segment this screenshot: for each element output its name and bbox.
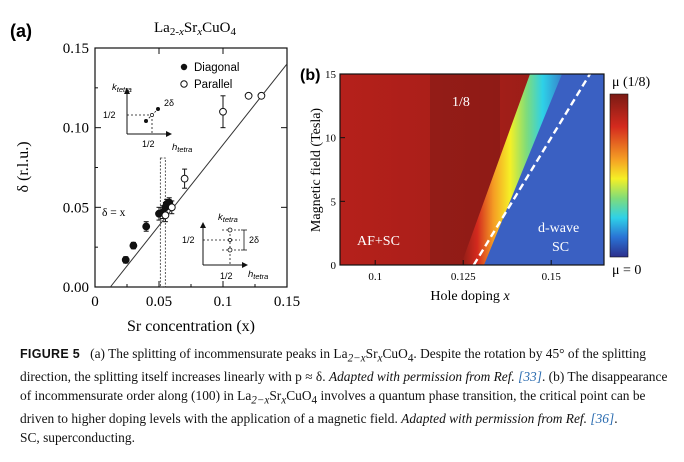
panel-a-plot [109, 63, 288, 288]
region-label-one-eighth: 1/8 [452, 95, 470, 110]
caption-adapted-a: Adapted with permission from Ref. [328, 369, 519, 385]
caption-part-1c: CuO [382, 346, 408, 361]
diagonal-point [129, 241, 138, 250]
parallel-point [244, 91, 253, 100]
inset-1-splitting: 2δ [164, 98, 174, 108]
inset-2-splitting: 2δ [249, 235, 259, 245]
inset-2-ylabel: ktetra [218, 212, 238, 224]
caption-part-3: . (b) The disappearance of incommensurat… [20, 369, 668, 403]
panel-a-label: (a) [10, 21, 32, 41]
y-tick-label: 0.05 [63, 200, 89, 216]
dashed-marker-band [159, 157, 166, 288]
panel-a-xlabel: Sr concentration (x) [127, 318, 255, 335]
panel-a-frame [94, 47, 288, 288]
x-tick-label: 0.15 [274, 294, 300, 310]
parallel-point [167, 203, 176, 212]
caption-part-1b: Sr [365, 346, 378, 361]
colorbar [609, 93, 629, 258]
caption-part-1: (a) The splitting of incommensurate peak… [90, 346, 348, 361]
diagonal-point [142, 222, 151, 231]
parallel-point [257, 91, 266, 100]
caption-part-3c: CuO [286, 387, 312, 403]
critical-line [472, 74, 591, 265]
y-tick-label: 0.00 [63, 280, 89, 296]
region-label-sc: SC [552, 240, 569, 255]
diagonal-point [121, 256, 130, 264]
caption-label: FIGURE 5 [20, 347, 81, 361]
inset-1-tick-y: 1/2 [103, 110, 116, 120]
b-x-tick-label: 0.125 [451, 271, 476, 283]
inset-diagonal: ktetra htetra 1/2 1/2 2δ [103, 82, 192, 154]
caption-sub-1: 2−x [347, 352, 366, 365]
panel-a-ticks: 00.00 0.05 0.05 0.1 0.10 0.15 0.15 [63, 41, 300, 310]
colorbar-top-label: μ (1/8) [612, 75, 651, 90]
b-x-tick-label: 0.15 [542, 271, 562, 283]
caption-sub-6: 4 [311, 394, 318, 407]
parallel-point [161, 211, 170, 220]
panel-b-xlabel-text: Hole doping [430, 289, 503, 304]
inset-1-xlabel: htetra [172, 142, 192, 154]
fit-line-label: δ = x [102, 207, 126, 219]
caption-sub-4: 2−x [251, 394, 270, 407]
fit-line [109, 63, 288, 288]
legend-marker-diagonal [180, 63, 188, 71]
region-label-d-wave: d-wave [538, 221, 579, 236]
x-tick-label: 0 [91, 294, 99, 310]
caption-sub-3: 4 [407, 352, 414, 365]
caption-ref-36[interactable]: [36] [590, 411, 615, 427]
caption-ref-33[interactable]: [33] [518, 369, 542, 385]
legend-label-parallel: Parallel [194, 79, 232, 91]
inset-2-tick-x: 1/2 [220, 271, 233, 281]
caption-adapted-b: Adapted with permission from Ref. [401, 411, 591, 427]
caption-sub-2: x [377, 352, 383, 365]
panel-b-xlabel: Hole doping x [430, 289, 510, 304]
b-y-tick-label: 15 [325, 69, 337, 81]
panel-a: (a) La2-xSrxCuO4 00.00 0.05 0.05 0.1 0.10 0.1… [10, 20, 300, 335]
y-tick-label: 0.10 [63, 121, 89, 137]
b-y-tick-label: 5 [331, 196, 337, 208]
caption-sub-5: x [281, 394, 287, 407]
region-label-af-sc: AF+SC [357, 234, 400, 249]
x-tick-label: 0.1 [214, 294, 233, 310]
panel-a-title: La2-xSrxCuO4 [154, 20, 236, 38]
heatmap [340, 74, 604, 265]
b-x-tick-label: 0.1 [368, 271, 382, 283]
caption-part-2: . Despite the rotation by 45° of the spl… [20, 346, 646, 385]
x-tick-label: 0.05 [146, 294, 172, 310]
figure-caption: FIGURE 5 (a) The splitting of incommensu… [20, 345, 670, 447]
legend-label-diagonal: Diagonal [194, 62, 239, 74]
y-tick-label: 0.15 [63, 41, 89, 57]
panel-b-ticks: 0.1 0.125 0.15 0 5 10 15 [325, 69, 561, 283]
caption-abbrev: SC, superconducting. [20, 429, 135, 445]
panel-b-frame [339, 73, 605, 266]
b-y-tick-label: 0 [331, 260, 337, 272]
figure: (a) La2-xSrxCuO4 00.000.050.050.10.100.1… [10, 20, 651, 335]
parallel-point [180, 174, 189, 183]
parallel-point [219, 107, 227, 116]
colorbar-bottom-label: μ = 0 [612, 263, 641, 278]
caption-part-5: . [614, 411, 618, 427]
panel-b-label: (b) [300, 67, 320, 84]
caption-part-3b: Sr [269, 387, 282, 403]
legend-marker-parallel [180, 80, 188, 88]
inset-1-ylabel: ktetra [112, 82, 132, 94]
inset-2-xlabel: htetra [248, 269, 268, 281]
inset-parallel: ktetra htetra 1/2 1/2 2δ [182, 212, 268, 281]
panel-b-ylabel: Magnetic field (Tesla) [309, 108, 324, 233]
inset-2-tick-y: 1/2 [182, 235, 195, 245]
panel-a-legend: Diagonal Parallel [180, 62, 239, 91]
panel-a-ylabel: δ (r.l.u.) [15, 141, 32, 192]
b-y-tick-label: 10 [325, 133, 337, 145]
inset-1-tick-x: 1/2 [142, 139, 155, 149]
caption-part-4: involves a quantum phase transition, the… [20, 387, 646, 427]
